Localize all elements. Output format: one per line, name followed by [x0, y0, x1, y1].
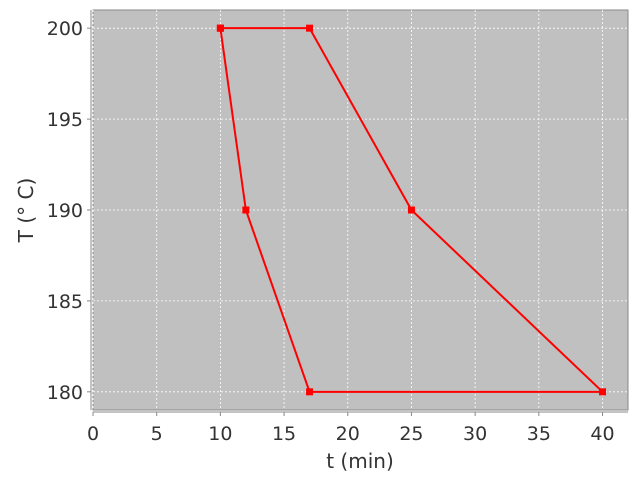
x-tick-label: 5: [151, 423, 163, 445]
data-point: [306, 24, 314, 32]
x-tick-label: 10: [208, 423, 232, 445]
x-axis-label: t (min): [326, 449, 394, 473]
y-tick-label: 185: [47, 291, 83, 313]
axes: 0 5 10 15 20 25 30 35 40 180 185 190 195 200: [47, 10, 628, 445]
data-point: [306, 388, 314, 396]
x-tick-label: 35: [527, 423, 551, 445]
series: [216, 24, 607, 396]
y-tick-label: 180: [47, 382, 83, 404]
x-tick-label: 40: [590, 423, 614, 445]
data-point: [599, 388, 607, 396]
x-tick-label: 0: [87, 423, 99, 445]
y-tick-label: 200: [47, 18, 83, 40]
y-tick-label: 195: [47, 109, 83, 131]
x-tick-label: 25: [399, 423, 423, 445]
data-point: [407, 206, 415, 214]
y-tick-label: 190: [47, 200, 83, 222]
data-point: [242, 206, 250, 214]
y-axis-label: T (° C): [14, 178, 38, 244]
x-tick-label: 20: [336, 423, 360, 445]
x-tick-label: 15: [272, 423, 296, 445]
grid: [92, 10, 628, 410]
data-point: [216, 24, 224, 32]
x-tick-label: 30: [463, 423, 487, 445]
